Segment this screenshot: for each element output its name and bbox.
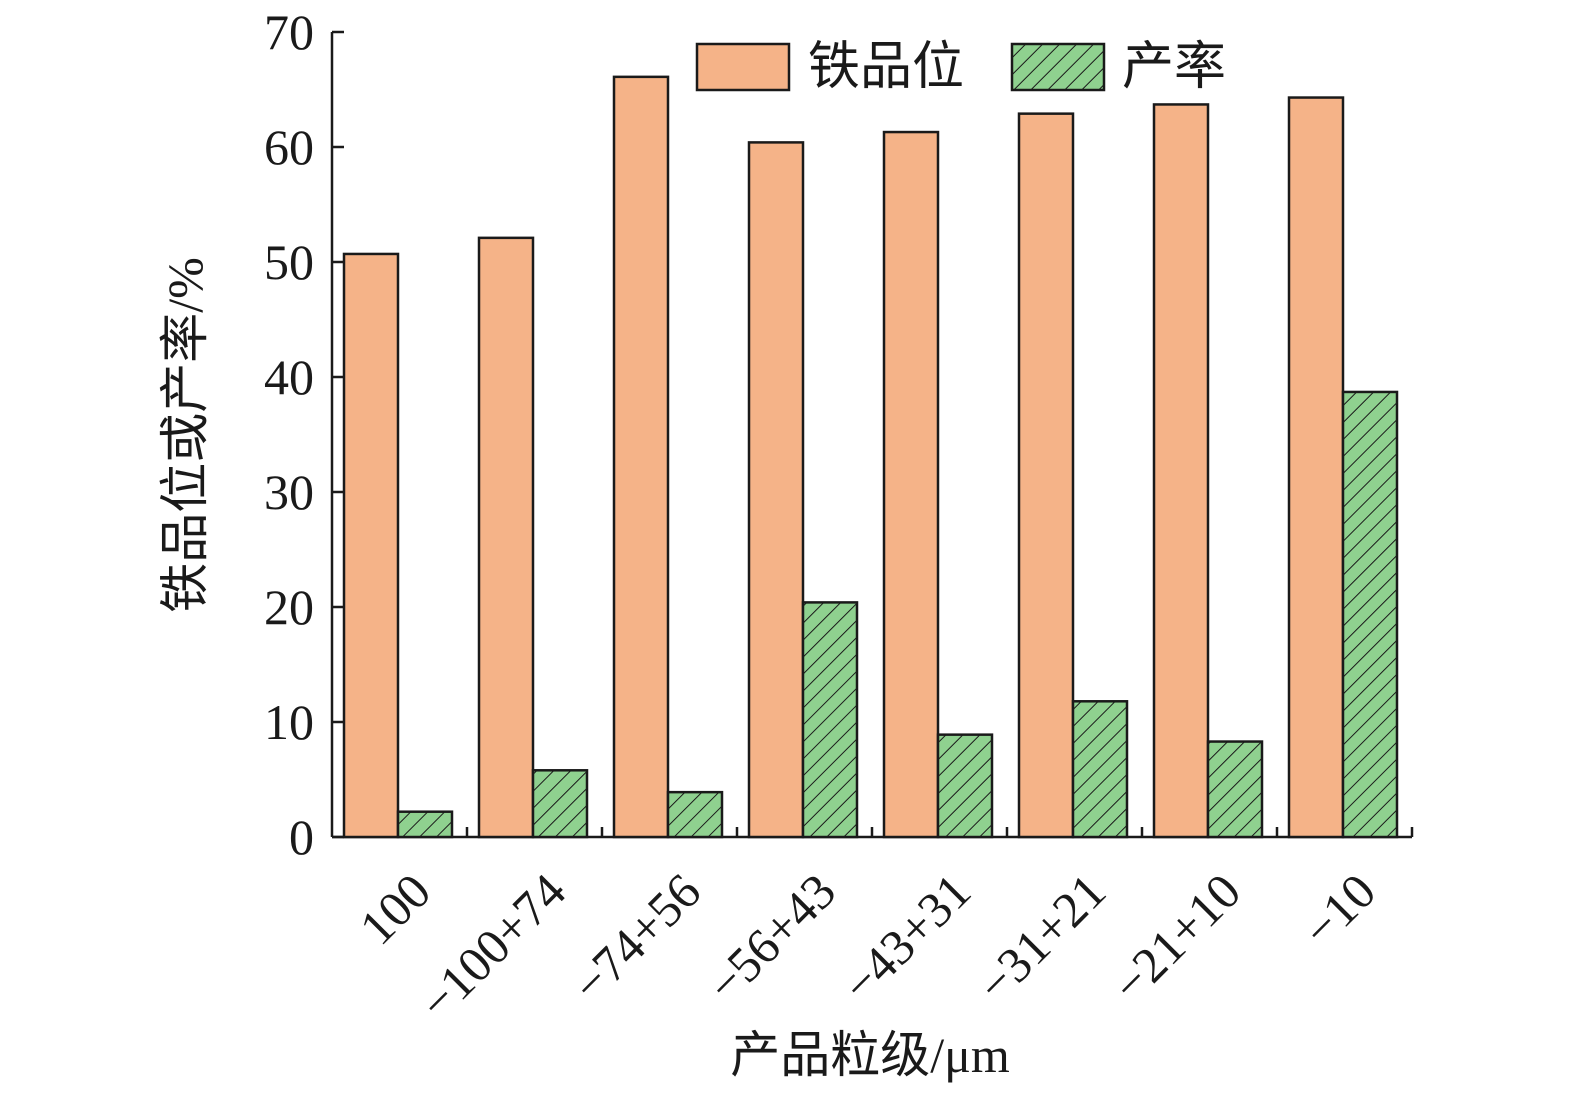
bar-iron-grade bbox=[612, 75, 670, 839]
bar-yield bbox=[1071, 700, 1129, 839]
x-tick-label: −56+43 bbox=[696, 863, 846, 1013]
y-tick-label: 30 bbox=[264, 464, 314, 520]
bar-yield bbox=[936, 733, 994, 839]
legend-label: 产率 bbox=[1122, 39, 1226, 96]
legend-swatch-yield bbox=[1010, 42, 1106, 92]
bar-yield bbox=[1206, 740, 1264, 839]
bar-iron-grade bbox=[342, 252, 400, 839]
y-tick-label: 50 bbox=[264, 234, 314, 290]
y-axis-title: 铁品位或产率/% bbox=[157, 257, 213, 613]
x-tick-label: −10 bbox=[1291, 863, 1386, 958]
bar-iron-grade bbox=[882, 130, 940, 839]
bar-yield bbox=[1341, 390, 1399, 839]
x-axis-title: 产品粒级/μm bbox=[730, 1027, 1010, 1083]
bar-yield bbox=[396, 810, 454, 839]
x-tick-label: −43+31 bbox=[831, 863, 981, 1013]
y-tick-label: 20 bbox=[264, 579, 314, 635]
axes: 0 10 20 30 40 50 60 70 100−100+74−74+56−56+43−43… bbox=[264, 4, 1414, 1031]
x-tick-label: 100 bbox=[349, 863, 442, 956]
bar-iron-grade bbox=[477, 236, 535, 839]
y-tick-label: 40 bbox=[264, 349, 314, 405]
x-tick-label: −74+56 bbox=[561, 863, 711, 1013]
legend-swatch-iron-grade bbox=[695, 42, 791, 92]
x-tick-label: −31+21 bbox=[966, 863, 1116, 1013]
bar-iron-grade bbox=[1017, 112, 1075, 839]
y-tick-label: 70 bbox=[264, 4, 314, 60]
legend-label: 铁品位 bbox=[808, 39, 964, 96]
y-tick-label: 10 bbox=[264, 694, 314, 750]
bar-yield bbox=[531, 769, 589, 839]
y-tick-label: 0 bbox=[289, 809, 314, 865]
bar-iron-grade bbox=[747, 141, 805, 839]
legend: 铁品位 产率 bbox=[695, 39, 1226, 96]
bar-yield bbox=[666, 790, 724, 839]
x-tick-label: −21+10 bbox=[1101, 863, 1251, 1013]
bar-iron-grade bbox=[1287, 96, 1345, 839]
bar-yield bbox=[801, 601, 859, 839]
x-tick-label: −100+74 bbox=[408, 863, 576, 1031]
y-tick-label: 60 bbox=[264, 119, 314, 175]
bar-iron-grade bbox=[1152, 103, 1210, 839]
bars bbox=[342, 75, 1399, 839]
